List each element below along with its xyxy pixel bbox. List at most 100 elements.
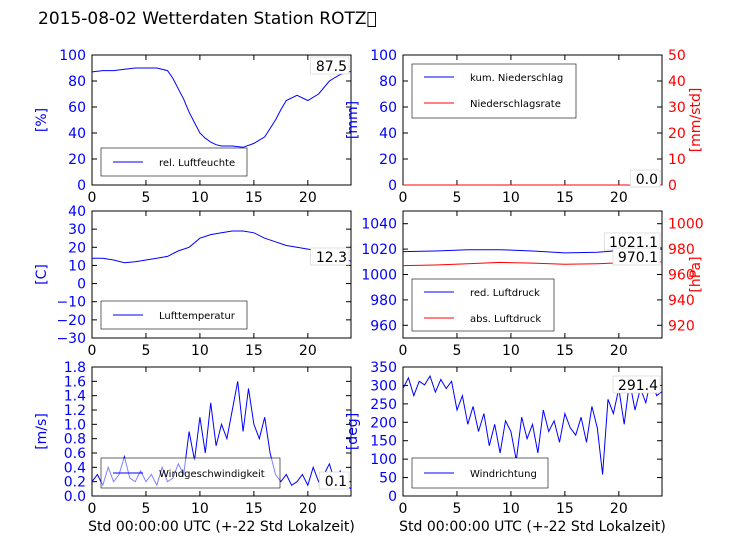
precipitation-ytick-label: 80 <box>379 74 397 90</box>
humidity-xtick-label: 5 <box>141 190 150 206</box>
temperature-series-line-0 <box>92 230 352 264</box>
wind_speed-ytick-label: 1.6 <box>64 374 86 390</box>
temperature-ytick-label: 30 <box>68 222 86 238</box>
wind_speed-ylabel: [m/s] <box>34 413 50 450</box>
temperature-ylabel: [C] <box>34 264 50 285</box>
wind_direction-ylabel: [deg] <box>345 413 361 450</box>
precipitation-ytick-label: 40 <box>379 126 397 142</box>
precipitation-legend-box <box>411 63 577 119</box>
humidity-ytick-label: 0 <box>77 178 86 194</box>
precipitation-ytick-right-label: 20 <box>668 126 686 142</box>
pressure-xtick-label: 20 <box>610 343 628 359</box>
wind_direction-value-label-box <box>612 375 661 394</box>
pressure-xtick-label: 5 <box>452 343 461 359</box>
wind_speed-xtick-label: 10 <box>191 501 209 517</box>
pressure-value-label: 1021.1 <box>609 235 658 251</box>
wind_direction-ytick-label: 50 <box>379 471 397 487</box>
temperature-xtick-label: 15 <box>245 343 263 359</box>
wind_direction-ytick-label: 300 <box>370 378 397 394</box>
wind_speed-value-label-box <box>318 471 350 490</box>
pressure-ytick-right-label: 980 <box>668 242 695 258</box>
pressure-ylabel-right: [hPa] <box>688 256 704 292</box>
wind_speed-ytick-label: 0.2 <box>64 475 86 491</box>
humidity-xtick-label: 20 <box>299 190 317 206</box>
pressure-xtick-label: 10 <box>502 343 520 359</box>
humidity-xtick-label: 10 <box>191 190 209 206</box>
wind_direction-xtick-label: 15 <box>556 501 574 517</box>
precipitation-ytick-right-label: 40 <box>668 74 686 90</box>
temperature-plot-frame <box>91 210 352 339</box>
humidity-xtick-label: 0 <box>88 190 97 206</box>
humidity-xtick-label: 15 <box>245 190 263 206</box>
temperature-ytick-label: 20 <box>68 240 86 256</box>
temperature-ytick-label: 10 <box>68 258 86 274</box>
precipitation-xtick-label: 20 <box>610 190 628 206</box>
wind_direction-ytick-label: 200 <box>370 415 397 431</box>
wind_speed-legend-label: Windgeschwindigkeit <box>159 469 265 480</box>
wind_speed-ytick-label: 1.4 <box>64 389 86 405</box>
wind_speed-ytick-label: 1.8 <box>64 360 86 376</box>
temperature-ytick-label: −20 <box>56 313 86 329</box>
wind_speed-xtick-label: 15 <box>245 501 263 517</box>
wind_speed-ytick-label: 1.2 <box>64 403 86 419</box>
humidity-ytick-label: 100 <box>59 48 86 64</box>
wind_speed-ytick-label: 1.0 <box>64 417 86 433</box>
pressure-ytick-right-label: 940 <box>668 293 695 309</box>
wind_speed-xtick-label: 5 <box>141 501 150 517</box>
temperature-ytick-label: −30 <box>56 331 86 347</box>
humidity-ytick-label: 80 <box>68 74 86 90</box>
humidity-series-line-0 <box>91 67 352 148</box>
wind_direction-ytick-label: 250 <box>370 397 397 413</box>
precipitation-ytick-right-label: 0 <box>668 178 677 194</box>
pressure-ytick-label: 1040 <box>361 217 397 233</box>
temperature-xtick-label: 5 <box>141 343 150 359</box>
pressure-ytick-label: 1000 <box>361 268 397 284</box>
humidity-legend-label: rel. Luftfeuchte <box>159 158 235 169</box>
temperature-xtick-label: 20 <box>299 343 317 359</box>
temperature-ytick-label: 0 <box>77 277 86 293</box>
pressure-xtick-label: 15 <box>556 343 574 359</box>
temperature-legend-label: Lufttemperatur <box>159 311 236 322</box>
precipitation-xtick-label: 15 <box>556 190 574 206</box>
pressure-value-label-2-box <box>612 247 661 266</box>
wind_direction-plot-frame <box>402 366 663 497</box>
pressure-ytick-label: 1020 <box>361 242 397 258</box>
humidity-ytick-label: 40 <box>68 126 86 142</box>
wind_speed-ytick-label: 0.6 <box>64 446 86 462</box>
precipitation-xtick-label: 5 <box>452 190 461 206</box>
pressure-ytick-right-label: 960 <box>668 268 695 284</box>
x-axis-label-0: Std 00:00:00 UTC (+-22 Std Lokalzeit) <box>88 519 355 535</box>
precipitation-ytick-right-label: 30 <box>668 100 686 116</box>
precipitation-ytick-label: 60 <box>379 100 397 116</box>
precipitation-ylabel: [mm] <box>345 101 361 139</box>
pressure-ytick-label: 960 <box>370 318 397 334</box>
precipitation-legend-label: Niederschlagsrate <box>470 99 561 110</box>
humidity-value-label: 87.5 <box>316 59 347 75</box>
wind_direction-value-label: 291.4 <box>618 378 658 394</box>
precipitation-xtick-label: 0 <box>399 190 408 206</box>
temperature-ytick-label: 40 <box>68 204 86 220</box>
precipitation-ylabel-right: [mm/std] <box>688 88 704 153</box>
pressure-xtick-label: 0 <box>399 343 408 359</box>
precipitation-value-label: 0.0 <box>636 172 658 188</box>
humidity-ytick-label: 20 <box>68 152 86 168</box>
temperature-value-label: 12.3 <box>316 250 347 266</box>
humidity-plot-frame <box>91 54 352 186</box>
temperature-ytick-label: −10 <box>56 295 86 311</box>
wind_direction-legend-label: Windrichtung <box>470 469 537 480</box>
precipitation-xtick-label: 10 <box>502 190 520 206</box>
wind_speed-plot-frame <box>91 366 352 497</box>
pressure-legend-label: abs. Luftdruck <box>470 314 541 325</box>
wind_direction-ytick-label: 0 <box>388 489 397 505</box>
temperature-xtick-label: 10 <box>191 343 209 359</box>
precipitation-value-label-box <box>629 169 661 188</box>
pressure-legend-label: red. Luftdruck <box>470 288 540 299</box>
wind_direction-ytick-label: 350 <box>370 360 397 376</box>
precipitation-ytick-label: 0 <box>388 178 397 194</box>
x-axis-label-1: Std 00:00:00 UTC (+-22 Std Lokalzeit) <box>399 519 666 535</box>
chart-title: 2015-08-02 Wetterdaten Station ROTZ  <box>38 9 377 29</box>
wind_speed-ytick-label: 0.8 <box>64 432 86 448</box>
pressure-value-label-2: 970.1 <box>618 250 658 266</box>
humidity-value-label-box <box>310 56 350 75</box>
